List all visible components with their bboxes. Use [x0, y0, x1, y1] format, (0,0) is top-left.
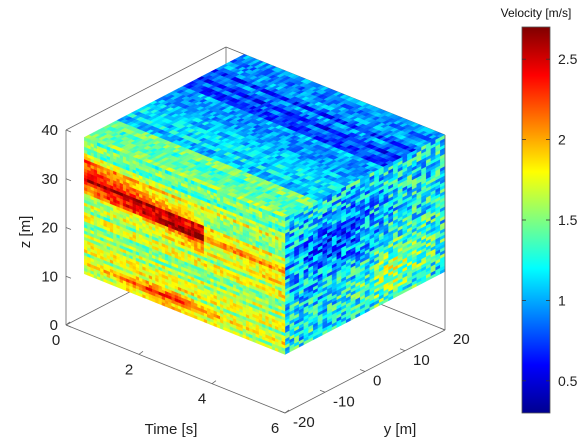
box-edge: [65, 46, 227, 131]
top-face-heatmap: [83, 54, 446, 219]
